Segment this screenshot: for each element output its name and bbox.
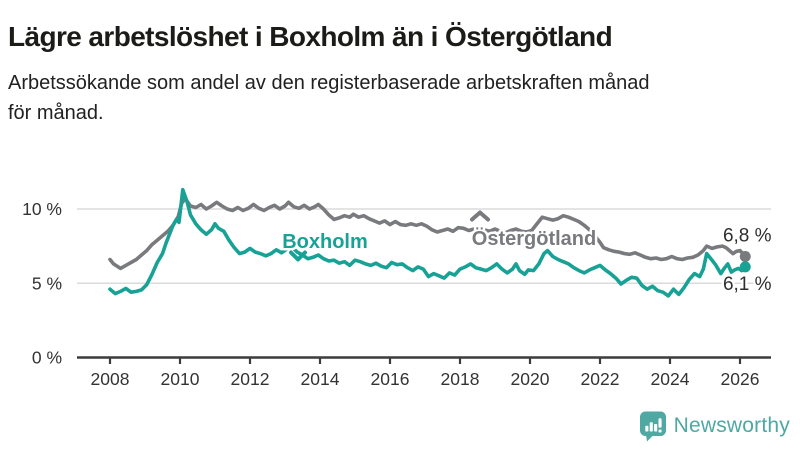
series-end-dot-östergötland [739, 251, 751, 263]
page-title: Lägre arbetslöshet i Boxholm än i Österg… [8, 20, 613, 52]
x-tick-label: 2024 [651, 369, 690, 389]
newsworthy-branding: Newsworthy [639, 410, 790, 442]
series-line-östergötland [108, 196, 748, 271]
x-tick-label: 2018 [441, 369, 480, 389]
y-tick-label: 5 % [32, 273, 62, 293]
series-label-caret [289, 250, 307, 262]
series-end-value-label: 6,1 % [723, 274, 772, 295]
x-tick-label: 2012 [231, 369, 270, 389]
x-tick-label: 2014 [301, 369, 340, 389]
series-end-value-label: 6,8 % [723, 226, 772, 247]
newsworthy-logo-icon [639, 411, 666, 442]
brand-wordmark: Newsworthy [673, 414, 790, 437]
series-label-caret [470, 210, 490, 222]
series-label-boxholm: Boxholm [282, 231, 368, 253]
series-end-dot-boxholm [739, 261, 751, 273]
x-tick-label: 2010 [161, 369, 200, 389]
chart-subtitle: Arbetssökande som andel av den registerb… [8, 68, 650, 128]
x-tick-label: 2026 [721, 369, 760, 389]
series-label-östergötland: Östergötland [472, 227, 596, 250]
y-tick-label: 0 % [32, 348, 62, 368]
subtitle-line-2: för månad. [8, 102, 104, 124]
subtitle-line-1: Arbetssökande som andel av den registerb… [8, 72, 650, 94]
x-tick-label: 2020 [511, 369, 550, 389]
y-tick-label: 10 % [22, 199, 62, 219]
x-tick-label: 2022 [581, 369, 620, 389]
x-tick-label: 2008 [91, 369, 130, 389]
series-line-boxholm [108, 187, 748, 298]
x-tick-label: 2016 [371, 369, 410, 389]
